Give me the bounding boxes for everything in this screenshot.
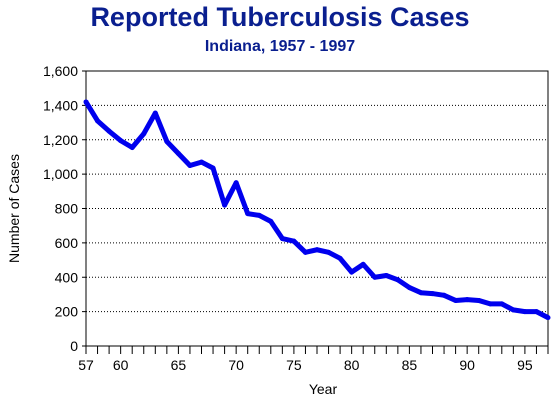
data-point (291, 238, 297, 244)
data-points (83, 99, 551, 321)
x-tick-label: 75 (286, 357, 302, 373)
data-point (199, 159, 204, 165)
data-point (164, 138, 170, 144)
data-point (360, 261, 366, 267)
data-point (268, 218, 274, 224)
x-tick-label: 80 (344, 357, 360, 373)
data-point (118, 138, 124, 144)
data-point (406, 285, 412, 291)
y-tick-label: 200 (55, 304, 79, 320)
x-axis-ticks: 57 60 65 70 75 80 85 90 95 (78, 346, 549, 373)
x-tick-label: 57 (78, 357, 94, 373)
chart-title: Reported Tuberculosis Cases (90, 2, 470, 32)
y-tick-label: 1,000 (43, 166, 78, 182)
data-point (372, 274, 378, 280)
x-tick-label: 95 (517, 357, 533, 373)
data-point (256, 212, 262, 218)
x-tick-label: 85 (402, 357, 418, 373)
data-point (233, 180, 239, 186)
data-point (210, 165, 216, 171)
data-point (349, 269, 355, 275)
data-point (533, 309, 539, 315)
data-point (487, 301, 493, 307)
data-point (302, 249, 308, 255)
y-tick-label: 600 (55, 235, 79, 251)
data-point (187, 163, 193, 169)
x-tick-label: 70 (228, 357, 244, 373)
data-point (395, 277, 401, 283)
y-tick-label: 0 (70, 338, 78, 354)
data-point (129, 144, 135, 150)
y-tick-label: 1,200 (43, 132, 78, 148)
data-point (326, 249, 332, 255)
data-point (95, 118, 101, 124)
data-point (83, 99, 89, 105)
data-point (383, 273, 389, 279)
y-tick-label: 800 (55, 201, 79, 217)
y-axis-ticks: 0 200 400 600 800 1,000 1,200 1,400 1,600 (43, 63, 86, 354)
x-tick-label: 90 (459, 357, 475, 373)
data-point (222, 202, 228, 208)
data-point (510, 307, 516, 313)
data-point (545, 315, 551, 321)
data-point (152, 110, 158, 116)
data-point (430, 291, 435, 297)
series-line-cases (83, 100, 550, 320)
chart-subtitle: Indiana, 1957 - 1997 (204, 38, 356, 55)
data-point (337, 255, 343, 261)
data-point (464, 297, 470, 303)
data-point (141, 131, 147, 137)
data-point (279, 236, 285, 242)
y-tick-label: 1,400 (43, 97, 78, 113)
data-point (476, 297, 482, 303)
y-tick-label: 400 (55, 269, 79, 285)
data-point (453, 297, 459, 303)
data-point (314, 247, 320, 253)
data-point (441, 292, 447, 298)
y-tick-label: 1,600 (43, 63, 78, 79)
x-axis-label: Year (309, 381, 338, 397)
x-tick-label: 60 (113, 357, 129, 373)
data-point (175, 151, 181, 156)
data-point (522, 309, 528, 315)
y-axis-label: Number of Cases (6, 154, 22, 263)
data-point (106, 128, 112, 134)
data-point (245, 211, 251, 217)
gridlines (86, 104, 548, 313)
x-tick-label: 65 (171, 357, 187, 373)
data-point (418, 290, 424, 296)
data-point (499, 301, 505, 307)
